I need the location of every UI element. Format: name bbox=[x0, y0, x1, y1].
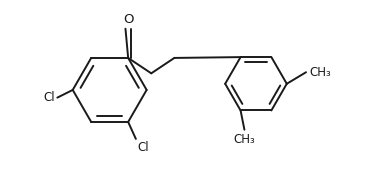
Text: CH₃: CH₃ bbox=[234, 133, 255, 146]
Text: CH₃: CH₃ bbox=[309, 66, 331, 79]
Text: Cl: Cl bbox=[43, 91, 55, 104]
Text: Cl: Cl bbox=[137, 141, 149, 154]
Text: O: O bbox=[123, 13, 134, 26]
